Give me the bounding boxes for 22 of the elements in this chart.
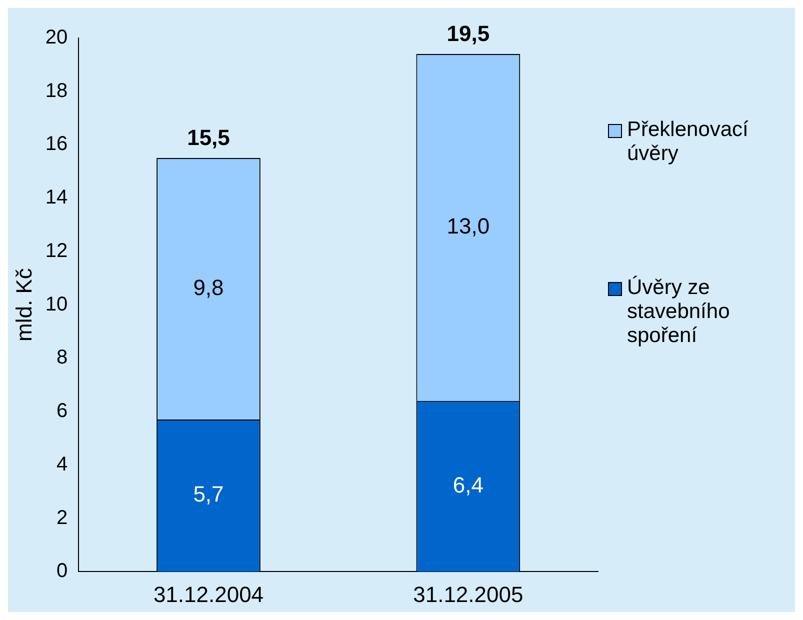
y-tick-label: 2 — [56, 506, 68, 529]
data-label: 6,4 — [452, 472, 484, 498]
legend-label: Úvěry ze stavebního spoření — [627, 276, 731, 348]
y-tick-label: 14 — [45, 186, 68, 209]
total-label: 19,5 — [446, 21, 490, 46]
legend-label: Překlenovací úvěry — [627, 118, 750, 166]
x-tick-label: 31.12.2005 — [413, 582, 524, 607]
y-tick-label: 6 — [56, 400, 68, 422]
y-tick-label: 12 — [45, 240, 68, 262]
y-axis-title: mld. Kč — [11, 268, 36, 342]
y-tick-label: 0 — [56, 560, 68, 582]
data-label: 9,8 — [193, 274, 224, 300]
x-tick-label: 31.12.2004 — [153, 582, 264, 607]
data-label: 13,0 — [446, 213, 490, 238]
y-tick-label: 8 — [56, 346, 68, 369]
total-label: 15,5 — [187, 125, 230, 150]
y-tick-label: 20 — [45, 26, 68, 49]
y-tick-label: 16 — [45, 133, 68, 156]
y-tick-label: 10 — [45, 293, 68, 316]
y-tick-label: 4 — [56, 453, 68, 476]
y-tick-label: 18 — [45, 80, 68, 102]
data-label: 5,7 — [193, 482, 224, 507]
